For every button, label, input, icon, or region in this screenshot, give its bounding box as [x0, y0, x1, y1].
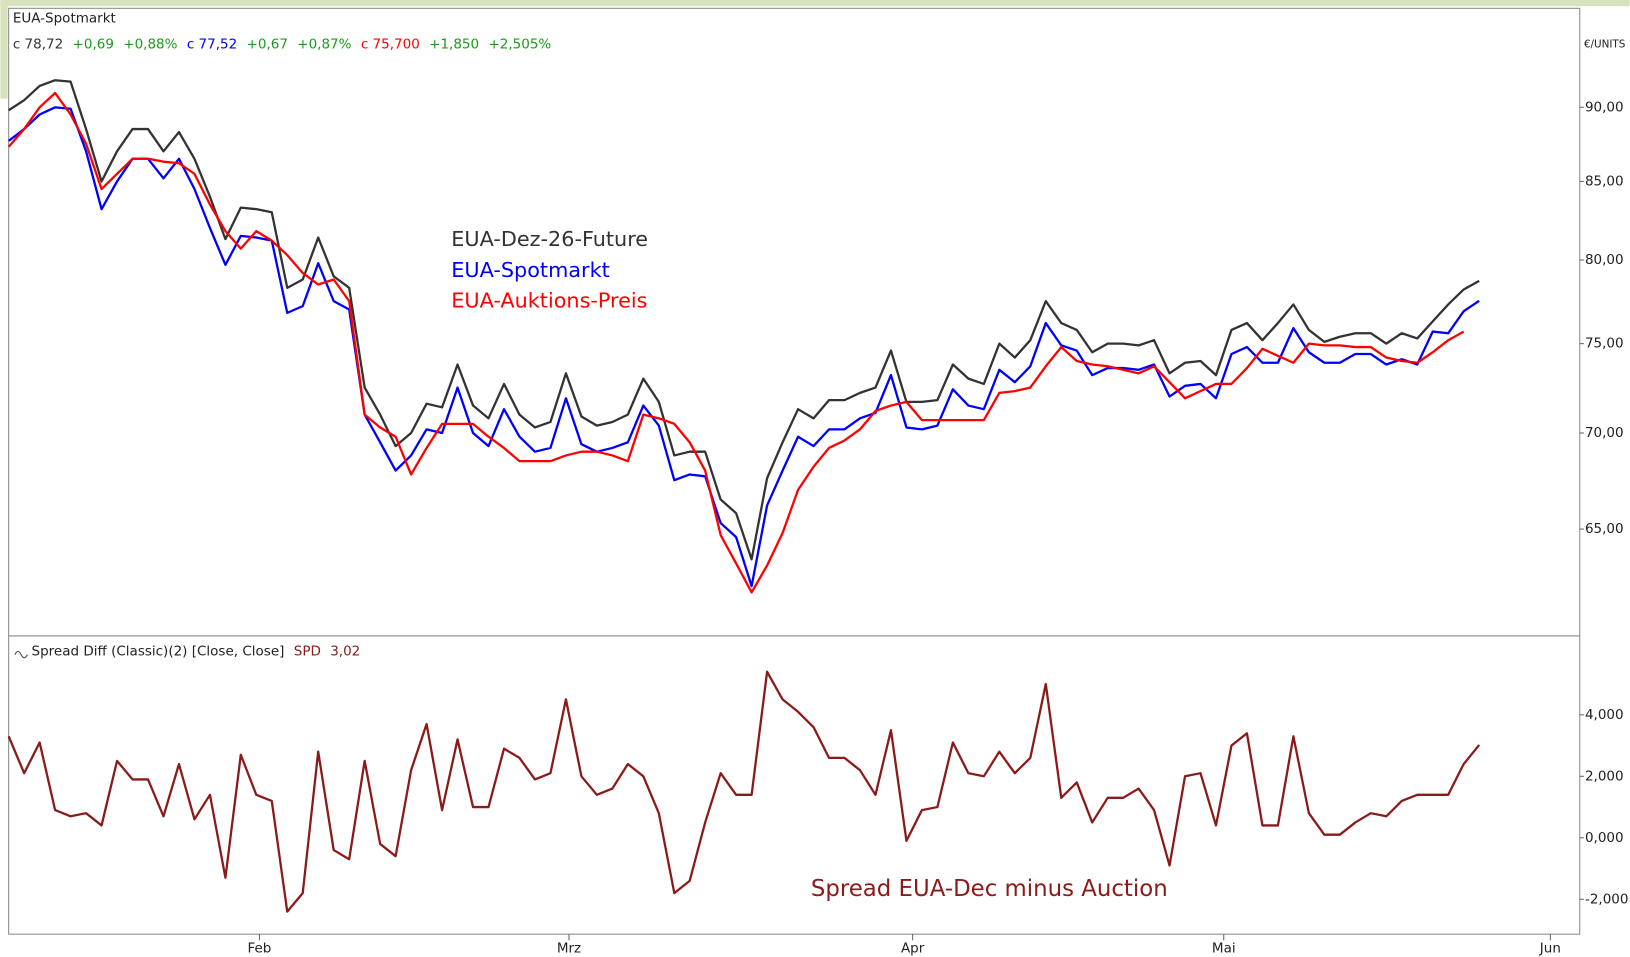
- series-line: [7, 91, 1465, 594]
- header-close: c 77,52: [187, 37, 237, 53]
- legend-entry: EUA-Spotmarkt: [451, 258, 609, 282]
- unit-label: €/UNITS: [1584, 39, 1626, 51]
- y-tick-label: -2,000: [1585, 891, 1629, 907]
- left-strip: [0, 0, 8, 99]
- x-tick-label: Mrz: [557, 941, 581, 957]
- header-close: c 75,700: [361, 37, 420, 53]
- header-close: c 78,72: [13, 37, 63, 53]
- y-tick-label: 4,000: [1585, 707, 1624, 723]
- y-tick-label: 75,00: [1585, 336, 1624, 352]
- y-tick-label: 80,00: [1585, 252, 1624, 268]
- x-tick-label: Feb: [247, 941, 271, 957]
- header-change-pct: +0,88%: [123, 37, 177, 53]
- legend-entry: EUA-Auktions-Preis: [451, 288, 647, 312]
- series-line: [8, 79, 1480, 561]
- indicator-value: 3,02: [330, 644, 360, 660]
- header-change-pct: +0,87%: [297, 37, 351, 53]
- panel-title: EUA-Spotmarkt: [13, 11, 116, 27]
- header-change: +0,67: [247, 37, 288, 53]
- x-tick-label: Jun: [1539, 941, 1561, 957]
- indicator-icon: [14, 651, 28, 659]
- y-tick-label: 65,00: [1585, 521, 1624, 537]
- series-line: [7, 106, 1480, 588]
- y-tick-label: 90,00: [1585, 99, 1624, 115]
- y-tick-label: 85,00: [1585, 173, 1624, 189]
- y-tick-label: 2,000: [1585, 768, 1624, 784]
- header-change-pct: +2,505%: [488, 37, 551, 53]
- x-tick-label: Mai: [1212, 941, 1236, 957]
- header-change: +1,850: [429, 37, 479, 53]
- plot-frame: [8, 7, 1581, 935]
- series-line: [7, 670, 1481, 913]
- legend-entry: EUA-Dez-26-Future: [451, 227, 648, 251]
- top-strip: [0, 0, 1630, 7]
- y-tick-label: 0,000: [1585, 830, 1624, 846]
- indicator-name: SPD: [294, 644, 321, 660]
- header-change: +0,69: [73, 37, 114, 53]
- x-tick-label: Apr: [901, 941, 925, 957]
- indicator-title: Spread Diff (Classic)(2) [Close, Close]: [32, 644, 285, 660]
- y-tick-label: 70,00: [1585, 425, 1624, 441]
- annotation: Spread EUA-Dec minus Auction: [811, 876, 1168, 902]
